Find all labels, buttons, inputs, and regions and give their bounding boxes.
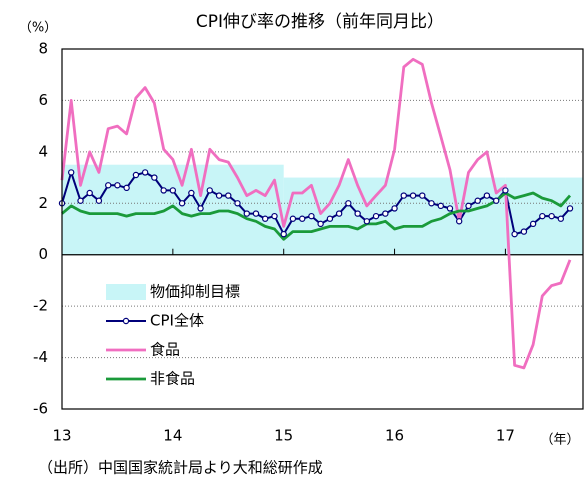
data-point [188, 189, 195, 197]
data-point [465, 202, 472, 210]
data-point [419, 192, 426, 199]
data-point [455, 218, 463, 225]
data-point [234, 200, 241, 207]
data-point [151, 174, 158, 181]
data-point [280, 230, 287, 238]
legend-label: 物価抑制目標 [150, 283, 240, 301]
chart-title: CPI伸び率の推移（前年同月比） [196, 12, 444, 32]
data-point [271, 212, 278, 220]
y-tick-label: -2 [33, 297, 48, 315]
data-point [86, 189, 93, 197]
data-point [557, 215, 565, 222]
data-point [372, 212, 380, 220]
data-point [215, 192, 223, 199]
x-tick-label: 15 [274, 427, 293, 445]
data-point [493, 197, 500, 204]
data-point [206, 187, 213, 194]
data-point [123, 184, 130, 192]
data-point [548, 212, 555, 220]
data-point [474, 197, 481, 204]
data-point [529, 220, 537, 228]
x-tick-label: 17 [496, 427, 515, 445]
y-tick-label: -6 [33, 400, 48, 418]
y-tick-label: 2 [38, 194, 48, 212]
data-point [382, 210, 389, 217]
data-point [105, 182, 112, 189]
data-point [391, 205, 398, 212]
data-point [502, 187, 509, 194]
series-line [60, 57, 572, 370]
x-tick-label: 14 [163, 427, 182, 445]
data-point [335, 210, 343, 217]
y-tick-label: 8 [38, 40, 48, 58]
data-point [437, 202, 444, 210]
x-axis-label: （年） [540, 433, 579, 448]
data-point [169, 187, 177, 194]
data-point [539, 212, 546, 220]
series-line [61, 191, 572, 241]
data-point [299, 215, 306, 222]
data-point [409, 192, 417, 199]
source-note: （出所）中国国家統計局より大和総研作成 [38, 459, 323, 477]
legend-label: 食品 [150, 341, 180, 359]
data-point [178, 200, 186, 207]
data-point [308, 212, 315, 220]
data-point [197, 205, 204, 212]
data-point [77, 197, 84, 204]
data-point [68, 169, 75, 176]
data-point [317, 220, 324, 228]
y-tick-label: 4 [38, 142, 48, 160]
data-point [520, 228, 528, 235]
data-point [363, 218, 371, 225]
data-point [483, 192, 491, 199]
data-point [243, 210, 250, 217]
data-point [225, 192, 232, 199]
data-point [252, 210, 260, 217]
data-point [132, 171, 140, 179]
data-point [326, 215, 334, 222]
data-point [160, 187, 167, 194]
x-tick-label: 13 [52, 427, 71, 445]
data-point [345, 200, 352, 207]
y-tick-label: 6 [38, 91, 48, 109]
data-point [354, 210, 361, 217]
data-point [446, 205, 454, 212]
data-point [428, 200, 435, 207]
target-band [62, 164, 284, 255]
data-point [95, 197, 103, 204]
data-point [566, 205, 574, 212]
legend-label: CPI全体 [150, 312, 204, 330]
legend-swatch [106, 284, 146, 300]
data-point [141, 169, 149, 176]
data-point [400, 192, 407, 199]
y-tick-label: -4 [33, 348, 48, 366]
y-axis-label: （%） [19, 21, 57, 36]
legend-label: 非食品 [150, 370, 195, 388]
data-point [261, 215, 269, 222]
data-point [114, 182, 121, 189]
y-tick-label: 0 [38, 245, 48, 263]
target-band [283, 177, 506, 255]
data-point [289, 215, 297, 222]
x-tick-label: 16 [385, 427, 404, 445]
legend-marker [122, 317, 130, 325]
plot-frame [61, 48, 584, 410]
data-point [511, 230, 518, 238]
